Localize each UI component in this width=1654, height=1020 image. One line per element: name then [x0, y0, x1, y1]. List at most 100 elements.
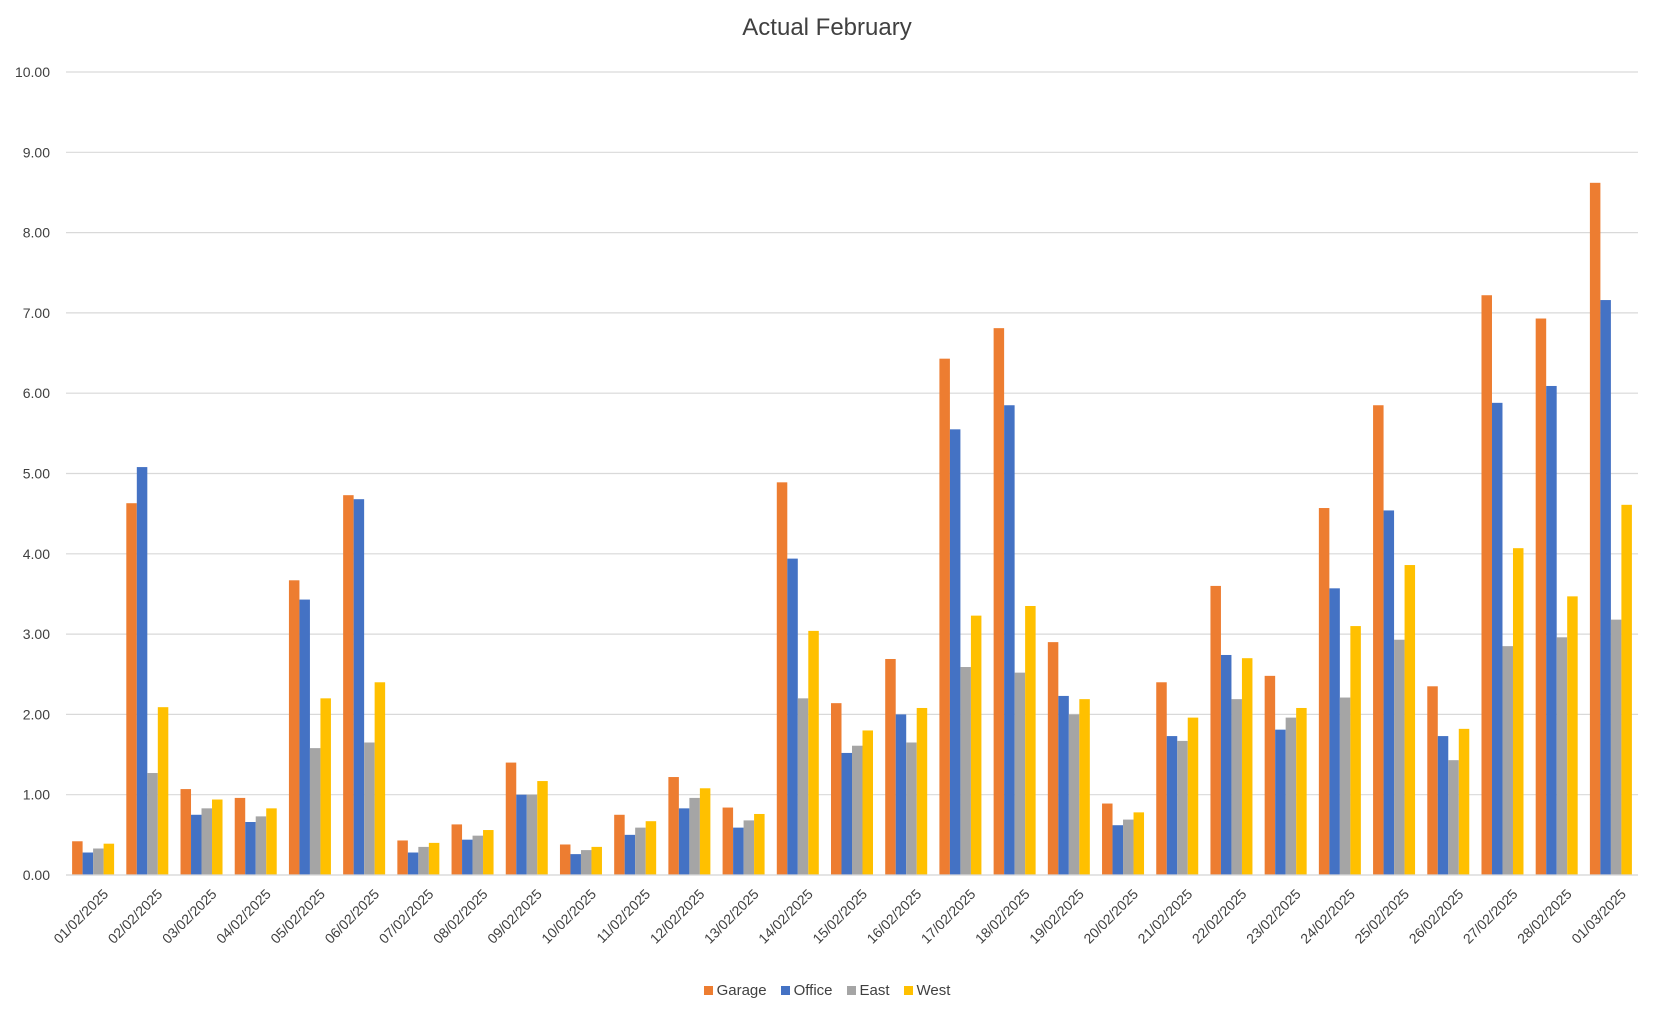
bar-garage: [1427, 686, 1438, 875]
x-tick-label: 08/02/2025: [430, 886, 491, 947]
bar-garage: [885, 658, 896, 875]
bar-garage: [397, 840, 408, 875]
bar-east: [852, 745, 863, 875]
x-tick-label: 01/03/2025: [1568, 886, 1629, 947]
bar-west: [157, 707, 169, 875]
bar-garage: [831, 703, 842, 875]
bar-garage: [126, 503, 137, 875]
x-tick-label: 28/02/2025: [1514, 886, 1575, 947]
bar-east: [906, 742, 917, 875]
bar-garage: [451, 824, 463, 875]
y-tick-label: 5.00: [23, 466, 50, 482]
bar-garage: [1318, 508, 1330, 875]
y-tick-label: 0.00: [23, 867, 50, 883]
bar-east: [689, 797, 700, 875]
bar-garage: [343, 495, 354, 875]
legend-item-east: East: [846, 982, 890, 999]
x-tick-label: 20/02/2025: [1080, 886, 1141, 947]
y-tick-label: 7.00: [23, 305, 50, 321]
y-tick-label: 8.00: [23, 225, 50, 241]
x-tick-label: 22/02/2025: [1189, 886, 1250, 947]
bar-office: [787, 558, 798, 875]
bar-east: [580, 850, 592, 875]
bar-office: [624, 834, 636, 875]
bar-office: [1383, 510, 1395, 875]
bar-garage: [614, 814, 625, 875]
bar-garage: [1210, 585, 1221, 875]
bar-east: [1231, 699, 1242, 875]
bar-garage: [234, 797, 246, 875]
bar-east: [1448, 760, 1459, 875]
y-tick-label: 6.00: [23, 385, 50, 401]
x-tick-label: 24/02/2025: [1297, 886, 1358, 947]
bar-west: [1187, 717, 1199, 875]
x-tick-label: 17/02/2025: [918, 886, 979, 947]
bar-garage: [288, 580, 300, 875]
y-tick-label: 3.00: [23, 626, 50, 642]
bar-office: [1491, 402, 1503, 875]
bar-east: [1014, 672, 1026, 875]
bar-east: [1502, 646, 1513, 875]
x-tick-label: 01/02/2025: [50, 886, 111, 947]
bar-garage: [1156, 682, 1167, 875]
bar-office: [678, 808, 690, 875]
bar-west: [266, 808, 277, 875]
legend-label: West: [916, 982, 951, 999]
bar-office: [570, 854, 581, 875]
bar-east: [364, 742, 375, 875]
bar-west: [1458, 728, 1470, 875]
bar-office: [516, 794, 527, 875]
bar-garage: [1589, 182, 1601, 876]
bar-east: [255, 816, 267, 875]
x-tick-label: 18/02/2025: [972, 886, 1033, 947]
bar-east: [93, 848, 104, 875]
x-tick-label: 07/02/2025: [376, 886, 437, 947]
bar-office: [136, 467, 148, 875]
bar-office: [1437, 736, 1449, 875]
x-tick-label: 15/02/2025: [809, 886, 870, 947]
bar-east: [526, 794, 538, 875]
x-tick-label: 03/02/2025: [159, 886, 220, 947]
bar-office: [895, 714, 907, 875]
x-tick-label: 13/02/2025: [701, 886, 762, 947]
bar-west: [862, 730, 873, 875]
legend-label: East: [859, 982, 890, 999]
bar-west: [1404, 565, 1416, 875]
bar-west: [1079, 699, 1090, 875]
bar-garage: [1047, 642, 1059, 875]
bar-office: [1275, 729, 1286, 875]
y-tick-label: 9.00: [23, 144, 50, 160]
x-tick-label: 19/02/2025: [1026, 886, 1087, 947]
bar-office: [1600, 300, 1611, 875]
bar-office: [299, 599, 310, 875]
x-tick-label: 14/02/2025: [755, 886, 816, 947]
bar-office: [841, 752, 852, 875]
x-tick-label: 05/02/2025: [267, 886, 328, 947]
bar-west: [537, 781, 548, 875]
chart-title: Actual February: [742, 14, 912, 41]
x-tick-label: 23/02/2025: [1243, 886, 1304, 947]
legend-swatch: [903, 986, 913, 995]
bar-garage: [722, 807, 734, 875]
bar-west: [374, 682, 386, 875]
legend-label: Garage: [716, 982, 767, 999]
bar-east: [201, 808, 213, 875]
y-tick-label: 2.00: [23, 706, 50, 722]
bar-west: [212, 799, 223, 875]
x-tick-label: 09/02/2025: [484, 886, 545, 947]
bar-west: [103, 843, 115, 875]
bar-east: [472, 835, 484, 875]
bar-west: [320, 698, 331, 875]
bar-garage: [776, 482, 788, 875]
bar-garage: [1264, 675, 1276, 875]
bar-office: [191, 814, 202, 875]
chart-legend: Garage Office East West: [0, 982, 1654, 999]
bar-east: [1123, 819, 1134, 875]
bar-garage: [1481, 295, 1492, 875]
bar-east: [1285, 717, 1297, 875]
bar-west: [970, 615, 982, 875]
bar-east: [797, 698, 809, 875]
bar-garage: [72, 841, 83, 875]
bar-west: [483, 830, 494, 875]
bar-office: [1004, 405, 1015, 875]
